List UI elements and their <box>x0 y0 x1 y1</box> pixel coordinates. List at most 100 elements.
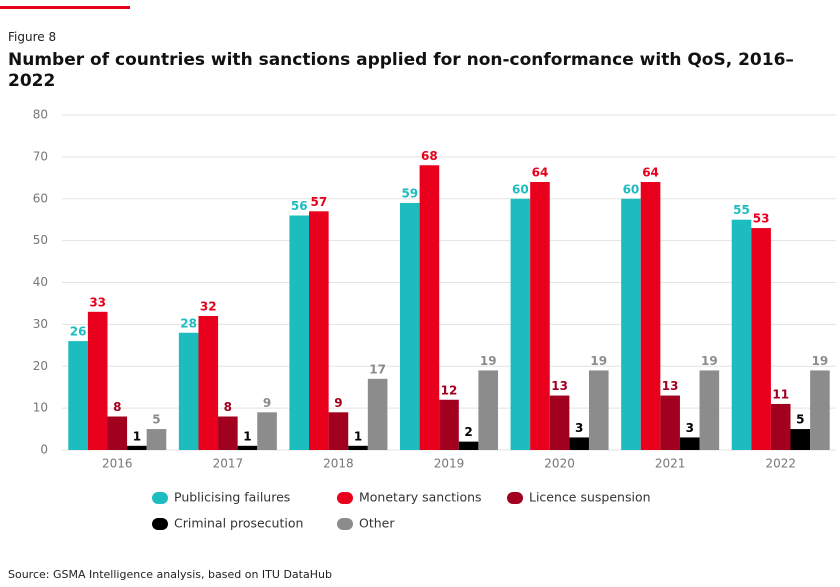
value-label: 3 <box>575 421 583 435</box>
bar <box>770 403 791 450</box>
value-label: 1 <box>133 429 141 443</box>
bar <box>309 211 329 450</box>
bar <box>87 311 108 450</box>
legend-label: Publicising failures <box>174 490 290 505</box>
bar <box>510 198 531 450</box>
value-label: 8 <box>224 400 232 414</box>
bar <box>107 416 128 450</box>
bar <box>439 399 459 450</box>
value-label: 57 <box>310 195 327 209</box>
value-label: 12 <box>441 383 458 397</box>
x-tick-label: 2020 <box>544 457 575 471</box>
bar <box>146 429 167 450</box>
bar <box>348 445 368 450</box>
legend-marker <box>152 492 168 504</box>
bar <box>419 165 440 450</box>
bar <box>569 437 589 450</box>
value-label: 1 <box>354 429 362 443</box>
bar <box>289 215 310 450</box>
y-tick-label: 20 <box>33 359 48 373</box>
value-label: 5 <box>796 413 804 427</box>
value-label: 56 <box>291 199 308 213</box>
value-label: 32 <box>200 300 217 314</box>
bar <box>478 370 498 450</box>
bar <box>751 228 771 450</box>
value-label: 28 <box>180 316 197 330</box>
value-label: 19 <box>480 354 497 368</box>
x-tick-label: 2018 <box>323 457 354 471</box>
value-label: 19 <box>701 354 718 368</box>
value-label: 5 <box>152 413 160 427</box>
legend-label: Other <box>359 516 395 531</box>
value-label: 13 <box>551 379 568 393</box>
x-tick-label: 2016 <box>102 457 133 471</box>
bar <box>458 441 479 450</box>
legend-marker <box>507 492 523 504</box>
value-label: 55 <box>733 203 750 217</box>
bar <box>621 198 641 450</box>
legend-marker <box>152 518 168 530</box>
bar <box>328 412 349 450</box>
bar <box>731 219 752 450</box>
accent-bar <box>0 6 130 9</box>
bar <box>127 445 147 450</box>
value-label: 60 <box>623 182 640 196</box>
x-tick-label: 2021 <box>655 457 686 471</box>
value-label: 59 <box>401 186 418 200</box>
value-label: 2 <box>464 425 472 439</box>
value-label: 60 <box>512 182 529 196</box>
value-label: 53 <box>753 212 770 226</box>
x-tick-label: 2017 <box>213 457 244 471</box>
y-tick-label: 0 <box>40 443 48 457</box>
legend-label: Monetary sanctions <box>359 490 482 505</box>
y-tick-label: 10 <box>33 401 48 415</box>
bar <box>679 437 700 450</box>
bar <box>198 316 219 450</box>
bar <box>530 182 550 450</box>
bar <box>257 412 277 450</box>
bar <box>237 445 258 450</box>
bar <box>699 370 720 450</box>
value-label: 26 <box>70 325 87 339</box>
value-label: 64 <box>642 166 659 180</box>
value-label: 3 <box>686 421 694 435</box>
value-label: 17 <box>369 362 386 376</box>
x-tick-label: 2019 <box>434 457 465 471</box>
value-label: 13 <box>662 379 679 393</box>
chart-title: Number of countries with sanctions appli… <box>8 50 794 91</box>
bar <box>549 395 570 450</box>
value-label: 68 <box>421 149 438 163</box>
bar <box>218 416 238 450</box>
bar <box>640 182 661 450</box>
value-label: 19 <box>590 354 607 368</box>
y-tick-label: 40 <box>33 275 48 289</box>
bar <box>660 395 680 450</box>
y-tick-label: 60 <box>33 191 48 205</box>
y-tick-label: 30 <box>33 317 48 331</box>
bar <box>400 202 420 450</box>
value-label: 9 <box>334 396 342 410</box>
legend-marker <box>337 492 353 504</box>
y-tick-label: 50 <box>33 233 48 247</box>
value-label: 11 <box>772 387 789 401</box>
value-label: 8 <box>113 400 121 414</box>
value-label: 33 <box>89 295 106 309</box>
bar <box>68 341 88 450</box>
bar <box>588 370 609 450</box>
bar <box>367 378 388 450</box>
y-tick-label: 70 <box>33 149 48 163</box>
value-label: 9 <box>263 396 271 410</box>
legend-label: Criminal prosecution <box>174 516 303 531</box>
bar <box>178 332 199 450</box>
legend-label: Licence suspension <box>529 490 651 505</box>
bar <box>810 370 830 450</box>
x-tick-label: 2022 <box>765 457 796 471</box>
y-tick-label: 80 <box>33 108 48 122</box>
value-label: 1 <box>243 429 251 443</box>
bar <box>790 429 811 450</box>
legend-marker <box>337 518 353 530</box>
value-label: 19 <box>812 354 829 368</box>
source-note: Source: GSMA Intelligence analysis, base… <box>8 568 332 581</box>
